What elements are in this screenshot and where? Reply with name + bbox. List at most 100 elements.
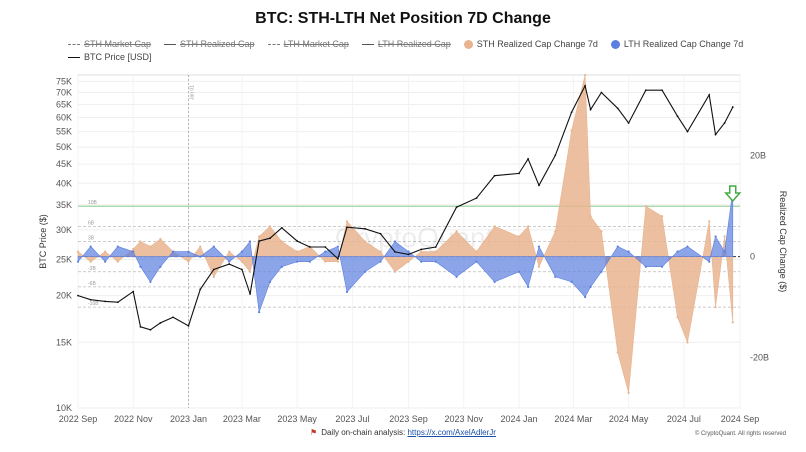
series-point [493,174,496,177]
series-point [363,240,367,243]
axes: 10K 15K 20K 25K 30K 35K 40K 45K 50K 55K 60K 65K 70K 7… [38,76,788,424]
series-point [584,73,587,77]
series-point [104,260,107,263]
series-point [116,301,119,304]
series-point [269,237,271,240]
series-point [346,226,348,229]
series-point [661,89,664,92]
series-point [171,250,175,253]
y-tick-label: 45K [56,159,72,169]
series-point [248,240,252,243]
series-point [149,245,152,248]
series-point [345,220,349,223]
right-axis-title: Realized Cap Change ($) [778,191,788,293]
series-point [537,245,541,248]
series-point [517,235,521,238]
series-point [455,206,458,209]
series-point [616,245,619,248]
x-tick-label: 2023 Jan [170,414,207,424]
series-point [644,265,647,268]
reference-label: 10B [88,200,98,206]
series-point [258,240,261,242]
series-point [708,93,711,96]
legend-item[interactable]: STH Realized Cap Change 7d [463,39,598,49]
footer-text: Daily on-chain analysis: [321,428,406,437]
series-point [337,257,339,260]
series-point [393,270,397,273]
right-tick-label: -20B [750,353,769,363]
series-point [434,246,437,248]
series-point [187,324,190,327]
y-tick-label: 65K [56,100,72,110]
series-point [714,235,717,238]
footer-link[interactable]: https://x.com/AxelAdlerJr [407,428,496,437]
legend-swatch [68,43,80,45]
y-tick-label: 75K [56,76,72,86]
legend-item[interactable]: STH Market Cap [68,39,151,49]
series-point [627,250,630,253]
series-point [584,295,587,299]
y-tick-label: 60K [56,113,72,123]
copyright: © CryptoQuant. All rights reserved [694,431,786,437]
series-point [240,250,244,253]
series-point [241,268,243,271]
series-point [139,240,142,243]
legend-swatch [463,39,473,49]
series-point [132,247,135,251]
series-point [627,122,630,124]
y-tick-label: 40K [56,178,72,188]
legend-swatch [68,56,80,58]
reference-label: -10B [88,301,99,307]
series-point [296,250,299,253]
series-point [538,184,540,187]
series-point [324,260,327,263]
series-point [296,240,299,242]
legend-item[interactable]: LTH Realized Cap [361,39,451,49]
series-point [139,265,142,268]
series-point [600,270,603,273]
reference-label: -3B [88,266,96,272]
series-point [187,260,190,263]
series-point [393,240,397,243]
legend-label: LTH Realized Cap [377,39,451,49]
series-point [644,205,647,208]
x-tick-label: 2023 Jul [335,414,369,424]
series-point [149,280,152,283]
series-point [518,172,520,175]
series-point [199,245,202,248]
series-point [570,129,573,132]
series-point [324,246,327,248]
series-point [420,250,423,253]
series-point [76,250,80,253]
series-point [116,260,119,263]
legend-item[interactable]: BTC Price [USD] [68,52,152,62]
y-tick-label: 50K [56,142,72,152]
series-point [228,250,231,253]
series-point [296,260,299,263]
series-point [199,288,202,291]
series-point [407,260,410,263]
series-point [475,250,478,253]
legend-swatch [610,39,620,49]
series-point [240,260,244,263]
legend-item[interactable]: LTH Realized Cap Change 7d [610,39,744,49]
series-point [280,240,283,243]
series-point [324,250,327,253]
legend-item[interactable]: STH Realized Cap [164,39,255,49]
series-point [554,275,557,278]
x-tick-label: 2024 Jan [501,414,538,424]
legend-swatch [267,43,280,45]
legend-swatch [361,43,374,45]
series-point [139,325,142,328]
series-point [676,250,679,253]
legend-item[interactable]: LTH Market Cap [267,39,349,49]
footer: ⚑ Daily on-chain analysis: https://x.com/… [0,428,806,437]
series-point [434,260,437,263]
series-point [228,260,231,263]
legend-label: STH Realized Cap Change 7d [476,39,598,49]
series-point [363,270,367,273]
series-point [132,250,135,253]
legend-label: LTH Realized Cap Change 7d [623,39,744,49]
legend-label: LTH Market Cap [283,39,349,49]
series-point [159,265,162,268]
